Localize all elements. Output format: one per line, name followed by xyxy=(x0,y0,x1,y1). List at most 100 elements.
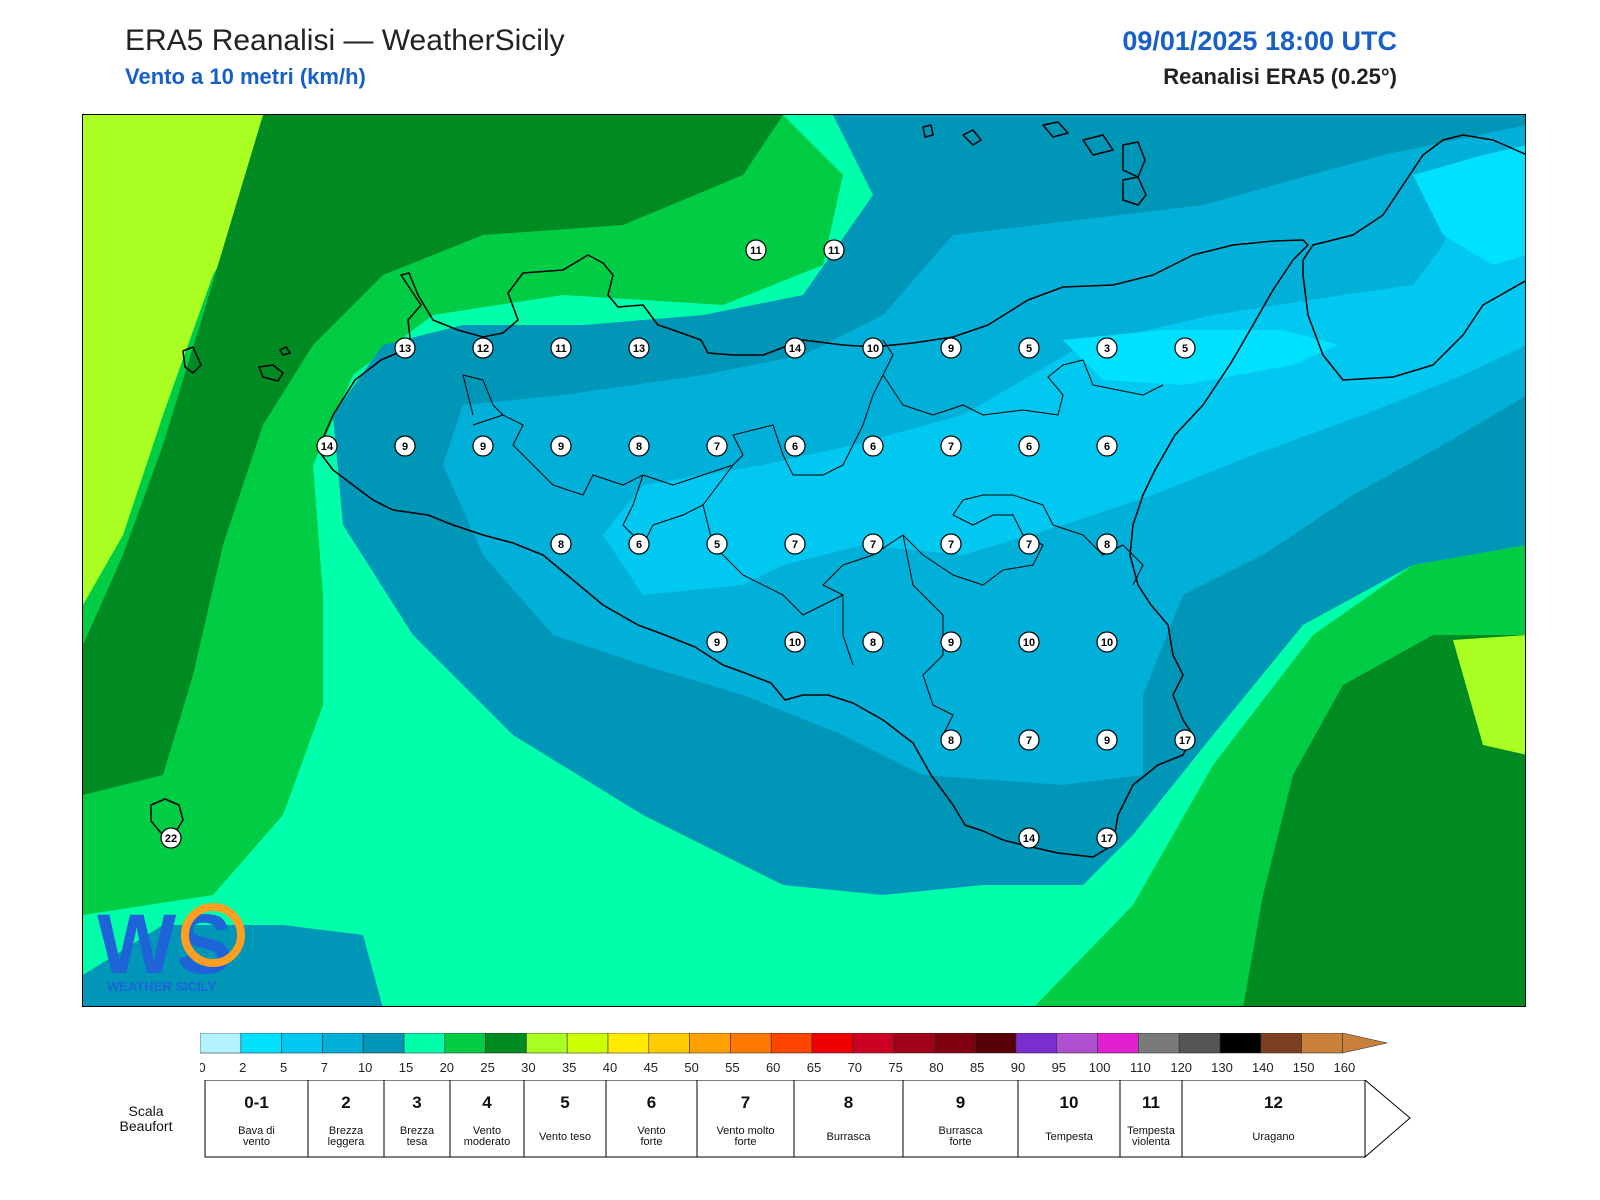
wind-label: 10 xyxy=(784,631,806,653)
wind-label: 9 xyxy=(706,631,728,653)
wind-label-value: 9 xyxy=(948,637,954,649)
wind-label: 10 xyxy=(1018,631,1040,653)
colorbar-tick: 90 xyxy=(1011,1060,1025,1075)
wind-label-marker xyxy=(745,239,767,261)
beaufort-desc-line2: moderato xyxy=(464,1136,510,1148)
colorbar-ticks: 0 2 5 7 10 15 20 25 30 35 40 45 50 55 60 65 70 75 80 85 90 95… xyxy=(200,1060,1355,1075)
wind-label-marker xyxy=(706,533,728,555)
wind-map-svg: WS WEATHER SICILY 11 11 13 12 11 13 14 10 9 5 3 5 14… xyxy=(83,115,1525,1006)
beaufort-desc-line1: Tempesta xyxy=(1045,1131,1094,1143)
wind-label-marker xyxy=(823,239,845,261)
wind-label-value: 8 xyxy=(870,637,876,649)
wind-label: 8 xyxy=(940,729,962,751)
wind-label: 10 xyxy=(862,337,884,359)
wind-label-value: 22 xyxy=(165,833,177,845)
wind-label-marker xyxy=(784,631,806,653)
wind-label-marker xyxy=(1018,827,1040,849)
colorbar: 0 2 5 7 10 15 20 25 30 35 40 45 50 55 60 65 70 75 80 85 90 95… xyxy=(200,1033,1388,1075)
wind-label: 7 xyxy=(706,435,728,457)
wind-label: 7 xyxy=(1018,533,1040,555)
wind-label-marker xyxy=(160,827,182,849)
colorbar-tick: 75 xyxy=(888,1060,902,1075)
wind-label-value: 9 xyxy=(480,441,486,453)
beaufort-heading-line2: Beaufort xyxy=(120,1118,173,1134)
wind-label-marker xyxy=(862,337,884,359)
contour-25-30-west xyxy=(83,115,783,795)
wind-label-value: 13 xyxy=(633,343,645,355)
wind-label-marker xyxy=(1096,337,1118,359)
beaufort-cell-box xyxy=(1017,1080,1121,1158)
colorbar-swatches xyxy=(200,1033,1388,1054)
wind-label-marker xyxy=(316,435,338,457)
beaufort-desc-line1: Burrasca xyxy=(826,1131,871,1143)
wind-label-marker xyxy=(862,631,884,653)
wind-label-value: 14 xyxy=(321,441,334,453)
wind-label-value: 7 xyxy=(1026,735,1032,747)
colorbar-tick: 0 xyxy=(200,1060,206,1075)
beaufort-cell-box xyxy=(449,1080,525,1158)
wind-label-marker xyxy=(940,435,962,457)
wind-label-marker xyxy=(784,533,806,555)
colorbar-tick: 30 xyxy=(521,1060,535,1075)
wind-label: 11 xyxy=(823,239,845,261)
colorbar-swatch xyxy=(200,1033,242,1054)
wind-label: 10 xyxy=(1096,631,1118,653)
beaufort-cell-box xyxy=(605,1080,698,1158)
wind-label-value: 11 xyxy=(828,245,840,257)
beaufort-cell-box xyxy=(902,1080,1019,1158)
wind-label-marker xyxy=(1018,337,1040,359)
beaufort-number: 7 xyxy=(741,1093,750,1112)
aeolian-1 xyxy=(962,129,982,146)
colorbar-swatch xyxy=(1219,1033,1262,1054)
wind-label-marker xyxy=(862,435,884,457)
wind-label: 9 xyxy=(940,631,962,653)
ustica-island xyxy=(279,346,291,356)
wind-label-marker xyxy=(1174,337,1196,359)
aeolian-2 xyxy=(1042,121,1069,138)
colorbar-swatch xyxy=(974,1033,1017,1054)
wind-label-value: 9 xyxy=(714,637,720,649)
colorbar-arrow xyxy=(1342,1033,1388,1054)
wind-label-marker xyxy=(706,631,728,653)
wind-label-marker xyxy=(1096,533,1118,555)
wind-label: 5 xyxy=(1174,337,1196,359)
wind-label-value: 10 xyxy=(1023,637,1035,649)
coastline xyxy=(150,121,1525,858)
logo-sun-icon xyxy=(181,903,245,967)
wind-label-value: 5 xyxy=(1182,343,1188,355)
wind-label: 14 xyxy=(316,435,338,457)
wind-label-marker xyxy=(706,435,728,457)
wind-label: 11 xyxy=(745,239,767,261)
beaufort-desc-line1: Vento xyxy=(637,1125,665,1137)
beaufort-desc-line2: leggera xyxy=(328,1136,366,1148)
beaufort-desc-line1: Vento xyxy=(473,1125,501,1137)
wind-label-value: 8 xyxy=(948,735,954,747)
wind-label: 7 xyxy=(940,533,962,555)
contour-25-30-east xyxy=(1243,635,1525,1006)
beaufort-desc-line1: Uragano xyxy=(1252,1131,1294,1143)
wind-label: 3 xyxy=(1096,337,1118,359)
colorbar-swatch xyxy=(893,1033,935,1054)
wind-label-marker xyxy=(1096,827,1118,849)
colorbar-tick: 50 xyxy=(684,1060,698,1075)
colorbar-tick: 130 xyxy=(1211,1060,1233,1075)
wind-label-marker xyxy=(628,435,650,457)
wind-label: 6 xyxy=(862,435,884,457)
colorbar-tick: 15 xyxy=(399,1060,413,1075)
colorbar-swatch xyxy=(1097,1033,1139,1054)
colorbar-swatch xyxy=(1178,1033,1221,1054)
wind-label: 6 xyxy=(1096,435,1118,457)
colorbar-tick: 95 xyxy=(1052,1060,1066,1075)
wind-label-marker xyxy=(472,337,494,359)
wind-label-value: 13 xyxy=(399,343,411,355)
wind-label-marker xyxy=(784,337,806,359)
colorbar-swatch xyxy=(566,1033,609,1054)
wind-label: 8 xyxy=(862,631,884,653)
beaufort-cell-box xyxy=(1181,1080,1366,1158)
wind-label: 9 xyxy=(550,435,572,457)
wind-label: 7 xyxy=(1018,729,1040,751)
colorbar-tick: 40 xyxy=(603,1060,617,1075)
map-title: ERA5 Reanalisi — WeatherSicily xyxy=(125,24,565,57)
calabria-coast xyxy=(1302,134,1525,381)
